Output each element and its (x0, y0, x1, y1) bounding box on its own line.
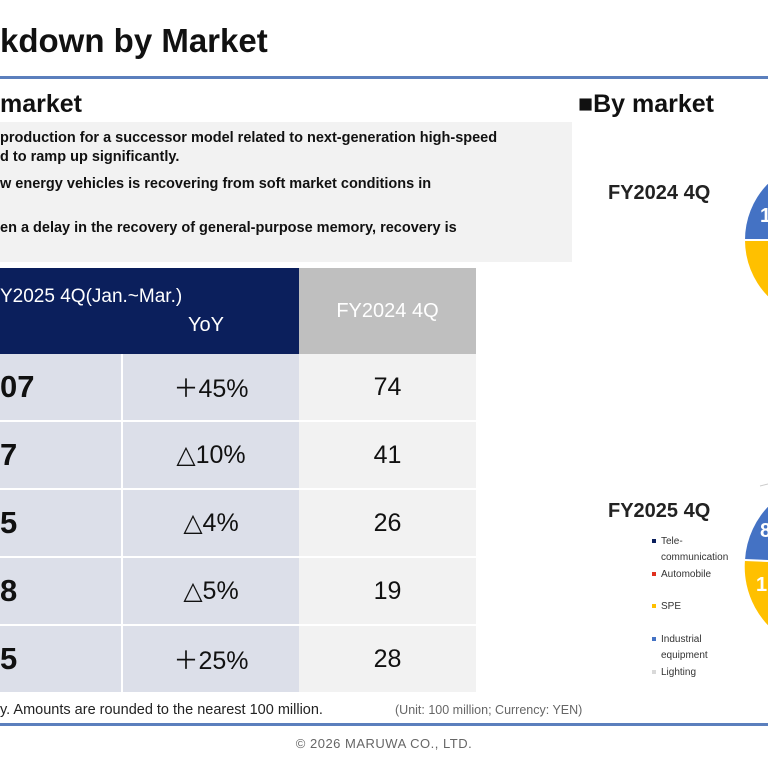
note-line: en a delay in the recovery of general-pu… (0, 220, 457, 236)
unit-note: (Unit: 100 million; Currency: YEN) (395, 703, 583, 717)
legend-item: Lighting (652, 665, 696, 680)
table-cell-yoy: △4% (121, 490, 299, 558)
title-divider (0, 76, 768, 79)
table-cell-yoy: △10% (121, 422, 299, 490)
legend-dot (652, 572, 656, 577)
right-section-title: ■By market (578, 90, 714, 118)
pie-slice-label: 8 (760, 520, 768, 542)
legend-item: SPE (652, 599, 681, 614)
header-yoy: YoY (188, 314, 224, 336)
table-cell-prev: 26 (299, 490, 476, 558)
pie-slice-label: 1 (756, 574, 768, 596)
legend-label: Industrial (661, 634, 702, 645)
pie-label-fy2024: FY2024 4Q (608, 182, 711, 204)
table-cell-prev: 28 (299, 626, 476, 692)
pie-slice-spe (744, 560, 768, 626)
table-cell-value: 8 (0, 558, 121, 626)
legend-label: Lighting (661, 667, 697, 678)
legend-dot (652, 670, 656, 675)
notes-box: production for a successor model related… (0, 122, 572, 262)
legend-label-cont: communication (661, 552, 729, 563)
table-cell-prev: 19 (299, 558, 476, 626)
table-cell-prev: 74 (299, 354, 476, 422)
pie-slice-label: 1 (760, 205, 768, 227)
bottom-divider (0, 723, 768, 726)
pie-label-fy2025: FY2025 4Q (608, 500, 711, 522)
legend-dot (652, 539, 656, 544)
table-header-previous: FY2024 4Q (299, 268, 476, 354)
table-header-current: Y2025 4Q(Jan.~Mar.) YoY (0, 268, 299, 354)
footnote: y. Amounts are rounded to the nearest 10… (0, 702, 323, 718)
legend-label-cont: equipment (661, 650, 708, 661)
left-section-title: market (0, 90, 82, 118)
table-cell-value: 7 (0, 422, 121, 490)
legend-label: SPE (661, 601, 682, 612)
note-line: w energy vehicles is recovering from sof… (0, 176, 432, 192)
copyright: © 2026 MARUWA CO., LTD. (295, 736, 473, 751)
note-line: d to ramp up significantly. (0, 149, 180, 165)
pie-slice-spe (744, 240, 768, 297)
legend-item: Tele- (652, 534, 683, 549)
table-cell-value: 5 (0, 626, 121, 692)
note-line: production for a successor model related… (0, 130, 498, 146)
table-cell-yoy: ＋45% (121, 354, 299, 422)
page-title: kdown by Market (0, 22, 268, 59)
legend-dot (652, 637, 656, 642)
table-cell-yoy: △5% (121, 558, 299, 626)
legend-item: Industrial (652, 632, 702, 647)
legend-label: Automobile (661, 569, 712, 580)
table-cell-prev: 41 (299, 422, 476, 490)
pie-slice-industrial (744, 183, 768, 240)
legend-item: Automobile (652, 567, 711, 582)
table-cell-value: 5 (0, 490, 121, 558)
header-current-period: Y2025 4Q(Jan.~Mar.) (0, 286, 183, 307)
legend-dot (652, 604, 656, 609)
legend-label: Tele- (661, 536, 683, 547)
table-cell-yoy: ＋25% (121, 626, 299, 692)
table-cell-value: 07 (0, 354, 121, 422)
